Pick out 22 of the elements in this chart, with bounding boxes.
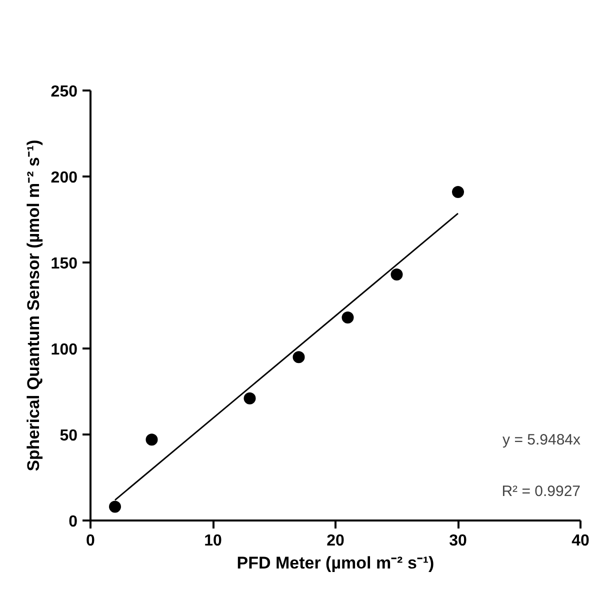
y-tick-label: 50 [60, 428, 78, 444]
x-tick-label: 30 [449, 532, 467, 550]
y-axis-title: Spherical Quantum Sensor (µmol m⁻² s⁻¹) [24, 140, 43, 472]
x-axis-title: PFD Meter (µmol m⁻² s⁻¹) [236, 554, 434, 572]
point [292, 351, 305, 364]
x-tick-label: 10 [204, 532, 222, 550]
point [390, 268, 403, 281]
y-tick-label: 250 [50, 84, 78, 100]
y-tick-label: 150 [50, 256, 78, 272]
x-tick-label: 40 [572, 532, 590, 550]
y-tick-label: 100 [50, 342, 78, 358]
y-tick-label: 200 [50, 170, 78, 186]
point [342, 312, 354, 324]
annotation: R² = 0.9927 [502, 482, 581, 500]
x-tick-label: 0 [86, 532, 96, 550]
y-tick-label: 0 [68, 514, 78, 530]
point [452, 186, 464, 198]
annotation: y = 5.9484x [502, 431, 581, 448]
x-tick-label: 20 [326, 532, 344, 550]
point [146, 434, 158, 446]
point [244, 392, 256, 404]
point [109, 500, 121, 513]
